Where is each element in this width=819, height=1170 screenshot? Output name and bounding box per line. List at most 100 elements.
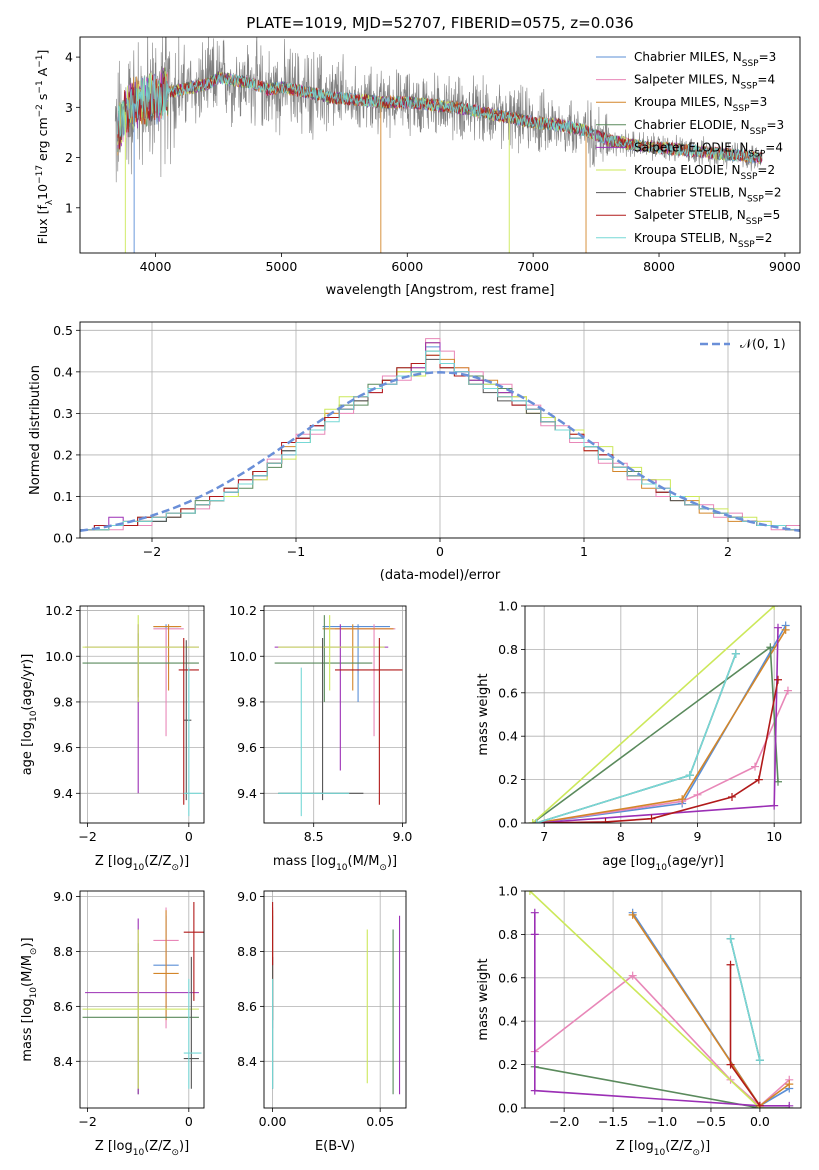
y-tick-label: 0.5 bbox=[53, 323, 73, 338]
model-spectrum-line bbox=[117, 72, 763, 163]
x-tick-label: 7 bbox=[540, 829, 548, 844]
mass-weight-marker bbox=[755, 1056, 764, 1065]
mass-weight-vs-age-x-axis-label: age [log10(age/yr)] bbox=[602, 854, 724, 873]
mass-weight-vs-metallicity-plot-area bbox=[525, 891, 801, 1108]
y-tick-label: 0.0 bbox=[53, 531, 73, 546]
mass-weight-marker bbox=[781, 625, 790, 634]
mass-weight-vs-age: 7 8 9 10 0.0 0.2 0.4 0.6 0.8 1.0 age [log10(age/yr… bbox=[476, 599, 802, 873]
mass-weight-marker bbox=[693, 790, 702, 799]
mass-vs-reddening-plot-area bbox=[264, 891, 406, 1108]
mass-weight-marker bbox=[726, 934, 735, 943]
mass-weight-line bbox=[534, 1066, 790, 1108]
normal-distribution-curve bbox=[80, 371, 800, 532]
mass-weight-marker bbox=[726, 960, 735, 969]
mass-weight-marker bbox=[766, 643, 775, 652]
legend-entry-label: Chabrier MILES, NSSP=3 bbox=[634, 50, 776, 69]
histogram-frame bbox=[79, 321, 801, 539]
x-tick-label: 4000 bbox=[140, 259, 172, 274]
x-tick-label: −1 bbox=[287, 544, 305, 559]
age-vs-metallicity-frame bbox=[79, 605, 205, 824]
mass-weight-marker bbox=[785, 1080, 794, 1089]
x-tick-label: −2.0 bbox=[549, 1114, 579, 1129]
y-tick-label: 0.6 bbox=[498, 685, 518, 700]
histogram-axes-plot-area bbox=[80, 322, 800, 538]
x-tick-label: 0.05 bbox=[366, 1114, 394, 1129]
mass-weight-marker bbox=[678, 795, 687, 804]
mass-weight-line bbox=[536, 679, 779, 823]
x-tick-label: 8000 bbox=[643, 259, 675, 274]
mass-weight-marker bbox=[726, 1060, 735, 1069]
y-tick-label: 0.3 bbox=[53, 406, 73, 421]
y-tick-label: 1.0 bbox=[498, 599, 518, 614]
mass-weight-marker bbox=[647, 814, 656, 823]
mass-weight-marker bbox=[628, 910, 637, 919]
x-tick-label: 9000 bbox=[769, 259, 801, 274]
mass-weight-marker bbox=[628, 971, 637, 980]
mass-weight-marker bbox=[770, 801, 779, 810]
age-vs-mass-plot-area bbox=[264, 606, 406, 823]
y-tick-label: 8.4 bbox=[237, 1054, 257, 1069]
y-tick-label: 0.2 bbox=[498, 1057, 518, 1072]
histogram-x-axis-label: (data-model)/error bbox=[380, 568, 501, 583]
mass-weight-marker bbox=[530, 908, 539, 917]
legend-entry-label: Chabrier ELODIE, NSSP=3 bbox=[634, 118, 784, 137]
x-tick-label: 0 bbox=[185, 1114, 193, 1129]
x-tick-label: 2 bbox=[724, 544, 732, 559]
y-tick-label: 2 bbox=[65, 150, 73, 165]
legend-entry-label: 𝒩(0, 1) bbox=[740, 336, 786, 351]
mass-vs-metallicity: −2 0 8.4 8.6 8.8 9.0 Z [log10(Z/Z⊙)] mass [log1… bbox=[20, 889, 205, 1158]
y-tick-label: 9.8 bbox=[237, 694, 257, 709]
x-tick-label: 0 bbox=[436, 544, 444, 559]
x-tick-label: −1.0 bbox=[647, 1114, 677, 1129]
x-tick-label: −2 bbox=[78, 1114, 96, 1129]
mass-weight-vs-metallicity-x-axis-label: Z [log10(Z/Z⊙)] bbox=[616, 1139, 710, 1158]
y-tick-label: 9.4 bbox=[237, 786, 257, 801]
mass-weight-vs-metallicity-y-axis-label: mass weight bbox=[476, 958, 491, 1040]
y-tick-label: 0.2 bbox=[498, 772, 518, 787]
mass-weight-marker bbox=[751, 762, 759, 771]
y-tick-label: 10.0 bbox=[45, 649, 73, 664]
y-tick-label: 9.8 bbox=[53, 694, 73, 709]
age-vs-metallicity-plot-area bbox=[80, 606, 204, 823]
mass-weight-vs-age-y-axis-label: mass weight bbox=[476, 673, 491, 755]
mass-weight-vs-metallicity: −2.0 −1.5 −1.0 −0.5 0.0 0.0 0.2 0.4 0.6 0.8 1.0 Z [… bbox=[476, 884, 802, 1158]
x-tick-label: 9.0 bbox=[393, 829, 413, 844]
y-tick-label: 10.0 bbox=[229, 649, 257, 664]
y-tick-label: 9.0 bbox=[237, 889, 257, 904]
x-tick-label: −0.5 bbox=[696, 1114, 726, 1129]
mass-weight-marker bbox=[755, 1101, 764, 1108]
y-tick-label: 9.6 bbox=[53, 740, 73, 755]
x-tick-label: 10 bbox=[766, 829, 782, 844]
mass-weight-marker bbox=[601, 817, 610, 823]
mass-vs-reddening: 0.00 0.05 8.4 8.6 8.8 9.0 E(B-V) bbox=[237, 889, 407, 1154]
y-tick-label: 8.6 bbox=[237, 999, 257, 1014]
y-tick-label: 8.6 bbox=[53, 999, 73, 1014]
age-vs-metallicity: −2 0 9.4 9.6 9.8 10.0 10.2 Z [log10(Z/Z⊙)] age [… bbox=[20, 603, 205, 873]
x-tick-label: −2 bbox=[78, 829, 96, 844]
legend-entry-label: Kroupa ELODIE, NSSP=2 bbox=[634, 163, 775, 182]
mass-weight-marker bbox=[532, 819, 541, 823]
age-vs-mass: 8.5 9.0 9.4 9.6 9.8 10.0 10.2 mass [log10(M/M⊙)… bbox=[229, 603, 412, 873]
x-tick-label: −2 bbox=[143, 544, 161, 559]
x-tick-label: 1 bbox=[580, 544, 588, 559]
y-tick-label: 8.8 bbox=[53, 944, 73, 959]
age-vs-metallicity-x-axis-label: Z [log10(Z/Z⊙)] bbox=[95, 854, 189, 873]
mass-weight-marker bbox=[528, 819, 537, 823]
mass-vs-metallicity-x-axis-label: Z [log10(Z/Z⊙)] bbox=[95, 1139, 189, 1158]
mass-weight-marker bbox=[783, 686, 792, 695]
x-tick-label: 5000 bbox=[265, 259, 297, 274]
x-tick-label: 8 bbox=[617, 829, 625, 844]
mass-weight-marker bbox=[731, 649, 740, 658]
x-tick-label: 0 bbox=[185, 829, 193, 844]
spectrum-x-axis-label: wavelength [Angstrom, rest frame] bbox=[326, 283, 555, 298]
mass-weight-vs-age-plot-area bbox=[525, 606, 801, 823]
model-spectrum-line bbox=[117, 69, 763, 164]
mass-vs-reddening-x-axis-label: E(B-V) bbox=[315, 1139, 355, 1154]
y-tick-label: 0.0 bbox=[498, 816, 518, 831]
mass-weight-line bbox=[529, 891, 761, 1108]
mass-weight-marker bbox=[770, 606, 779, 610]
legend-entry-label: Salpeter STELIB, NSSP=5 bbox=[634, 208, 780, 227]
x-tick-label: 8.5 bbox=[304, 829, 324, 844]
